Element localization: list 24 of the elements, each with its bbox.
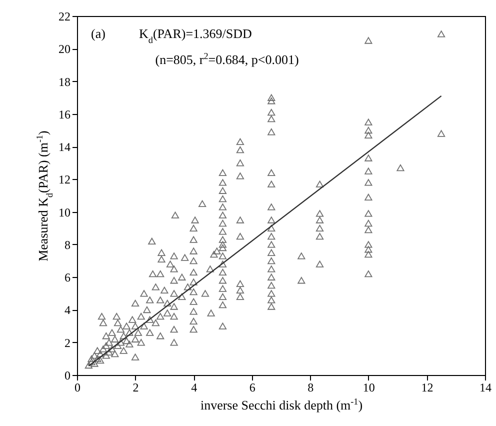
y-tick-label: 20 [58,42,70,56]
y-tick-label: 8 [64,238,70,252]
x-axis-title: inverse Secchi disk depth (m$^{-1}$) [200,396,363,412]
y-tick-label: 0 [64,368,70,382]
x-tick-label: 2 [132,380,139,394]
y-tick-label: 14 [58,140,70,154]
y-tick-label: 6 [64,270,70,285]
x-tick-label: 14 [480,380,492,394]
annotation: (n=805, r$^{2}$=0.684, p<0.001) [155,51,299,67]
y-tick-label: 22 [58,10,70,24]
x-tick-label: 12 [421,380,434,394]
y-tick-label: 4 [64,303,70,318]
x-tick-label: 8 [308,380,314,394]
y-tick-label: 16 [58,107,70,122]
y-tick-label: 12 [58,172,70,187]
x-tick-label: 6 [249,380,256,394]
y-tick-label: 18 [58,74,70,89]
x-tick-label: 4 [191,380,198,394]
annotation: K$_{d}$(PAR)=1.369/SDD [139,26,252,45]
annotation: (a) [91,26,106,41]
y-tick-label: 2 [64,336,70,350]
y-tick-label: 10 [58,205,70,220]
x-tick-label: 0 [74,380,80,394]
x-tick-label: 10 [362,380,375,394]
